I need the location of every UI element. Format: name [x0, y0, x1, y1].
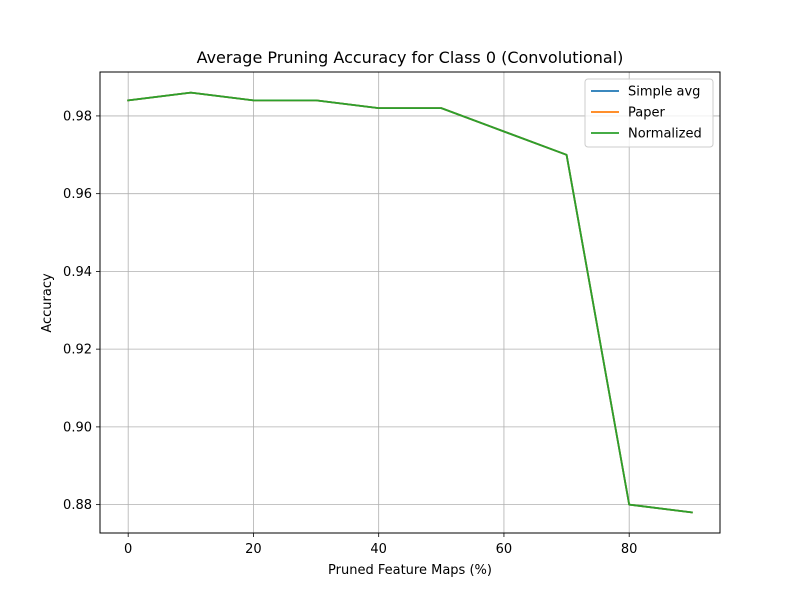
- x-tick-label: 60: [496, 542, 513, 557]
- legend-label: Normalized: [628, 127, 702, 142]
- x-tick-label: 40: [370, 542, 387, 557]
- y-tick-label: 0.96: [63, 187, 92, 202]
- x-tick-label: 20: [245, 542, 262, 557]
- x-tick-label: 0: [124, 542, 132, 557]
- y-tick-label: 0.88: [63, 498, 92, 513]
- grid: [100, 72, 720, 533]
- y-tick-label: 0.90: [63, 420, 92, 435]
- legend-label: Paper: [628, 106, 665, 121]
- x-axis-label: Pruned Feature Maps (%): [328, 563, 492, 578]
- legend-box: [584, 78, 714, 148]
- legend-label: Simple avg: [628, 85, 700, 100]
- series-lines: [127, 91, 693, 514]
- y-tick-label: 0.94: [63, 265, 92, 280]
- series-line-normalized: [127, 91, 693, 514]
- legend: Simple avg Paper Normalized: [584, 78, 714, 148]
- series-line-simple-avg: [127, 91, 693, 514]
- y-tick-label: 0.98: [63, 109, 92, 124]
- chart-title: Average Pruning Accuracy for Class 0 (Co…: [197, 48, 624, 67]
- y-axis-label: Accuracy: [40, 273, 55, 333]
- x-tick-label: 80: [621, 542, 638, 557]
- series-line-paper: [127, 91, 693, 514]
- axis-ticks: 0 20 40 60 80 0.88 0.90 0.92 0.94 0.96 0.98: [63, 109, 637, 557]
- y-tick-label: 0.92: [63, 343, 92, 358]
- plot-area-frame: [99, 71, 721, 534]
